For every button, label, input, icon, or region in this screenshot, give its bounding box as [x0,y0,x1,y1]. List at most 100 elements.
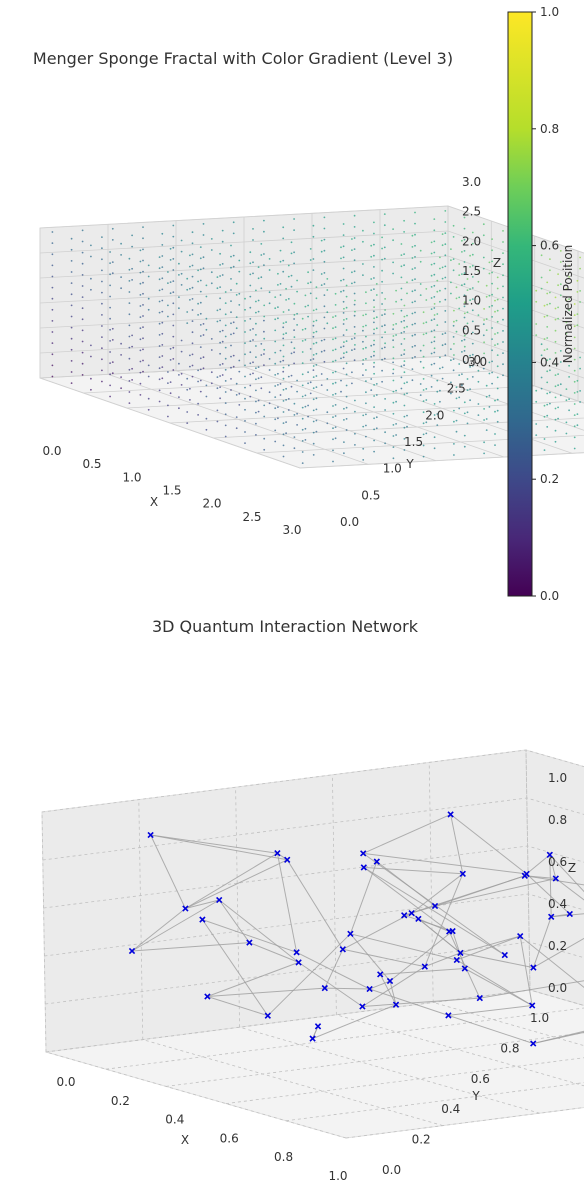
sponge-point [221,229,224,232]
sponge-point [178,362,180,365]
sponge-point [51,297,54,300]
sponge-point [332,449,334,452]
sponge-point [230,322,232,325]
sponge-point [444,298,447,301]
sponge-point [494,399,496,402]
sponge-point [430,352,433,355]
sponge-point [430,386,433,388]
sponge-point [373,328,375,331]
sponge-point [238,370,241,373]
sponge-point [354,432,356,435]
sponge-point [340,390,342,393]
sponge-point [370,255,373,258]
network-edge [363,867,450,932]
sponge-point [370,289,373,291]
network-node [386,977,394,985]
sponge-point [485,284,488,287]
sponge-point [403,315,406,318]
sponge-point [191,275,194,278]
sponge-point [326,389,329,391]
sponge-point [461,351,463,353]
sponge-point [219,275,222,277]
sponge-point [172,246,175,249]
sponge-point [342,334,345,336]
sponge-point [543,449,546,451]
sponge-point [455,286,458,289]
sponge-point [301,451,304,453]
sponge-point [403,264,405,267]
network-node-stroke [377,971,384,978]
sponge-point [576,424,579,427]
menger-chart-title: Menger Sponge Fractal with Color Gradien… [33,49,453,68]
sponge-point [477,403,480,405]
sponge-point [304,305,307,308]
sponge-point [362,363,364,365]
sponge-point [411,290,414,293]
sponge-point [320,373,323,375]
sponge-point [411,301,414,304]
sponge-point [463,338,466,341]
sponge-point [249,351,252,354]
sponge-point [189,254,191,257]
sponge-point [232,321,235,324]
sponge-point [309,248,312,250]
network-z-tick: 0.4 [548,897,567,911]
sponge-point [131,267,134,270]
network-node-stroke [128,947,136,955]
sponge-point [496,276,499,279]
sponge-point [216,287,219,290]
network-node [461,965,468,972]
sponge-point [485,429,488,431]
sponge-point [296,279,298,282]
sponge-point [425,288,428,290]
sponge-point [482,256,485,259]
sponge-point [422,322,425,325]
sponge-point [191,375,194,378]
sponge-point [482,367,485,370]
sponge-point [384,442,386,445]
sponge-point [139,282,142,285]
sponge-point [488,306,491,308]
sponge-point [353,270,356,273]
sponge-point [312,224,315,227]
sponge-point [230,300,232,302]
sponge-point [169,392,172,395]
sponge-point [549,302,551,305]
sponge-point [216,387,219,390]
gridline-x [345,1107,584,1139]
network-edge [342,948,425,968]
sponge-point [471,331,474,334]
network-edge [131,899,220,952]
sponge-point [51,342,54,344]
menger-x-tick: 0.5 [82,457,101,471]
sponge-point [395,434,397,436]
sponge-point [400,287,403,290]
sponge-point [101,247,103,250]
sponge-point [362,263,364,265]
sponge-point [81,351,84,354]
menger-z-tick: 0.5 [462,323,481,337]
sponge-point [312,398,315,401]
sponge-point [334,437,337,440]
sponge-point [494,444,496,446]
network-x-tick: 0.8 [274,1150,293,1164]
network-edge [404,875,525,916]
sponge-point [343,407,345,410]
sponge-point [463,227,466,230]
sponge-point [343,452,345,455]
sponge-point [554,418,557,421]
sponge-point [436,390,439,393]
sponge-point [263,337,266,340]
sponge-point [452,369,455,372]
sponge-point [161,344,164,346]
network-node [449,927,456,935]
sponge-point [161,288,164,291]
sponge-point [345,362,348,365]
sponge-point [392,412,395,415]
sponge-point [268,391,271,394]
sponge-point [365,335,367,338]
sponge-point [172,358,175,360]
sponge-point [573,392,576,394]
sponge-point [90,288,92,291]
sponge-point [463,294,466,297]
